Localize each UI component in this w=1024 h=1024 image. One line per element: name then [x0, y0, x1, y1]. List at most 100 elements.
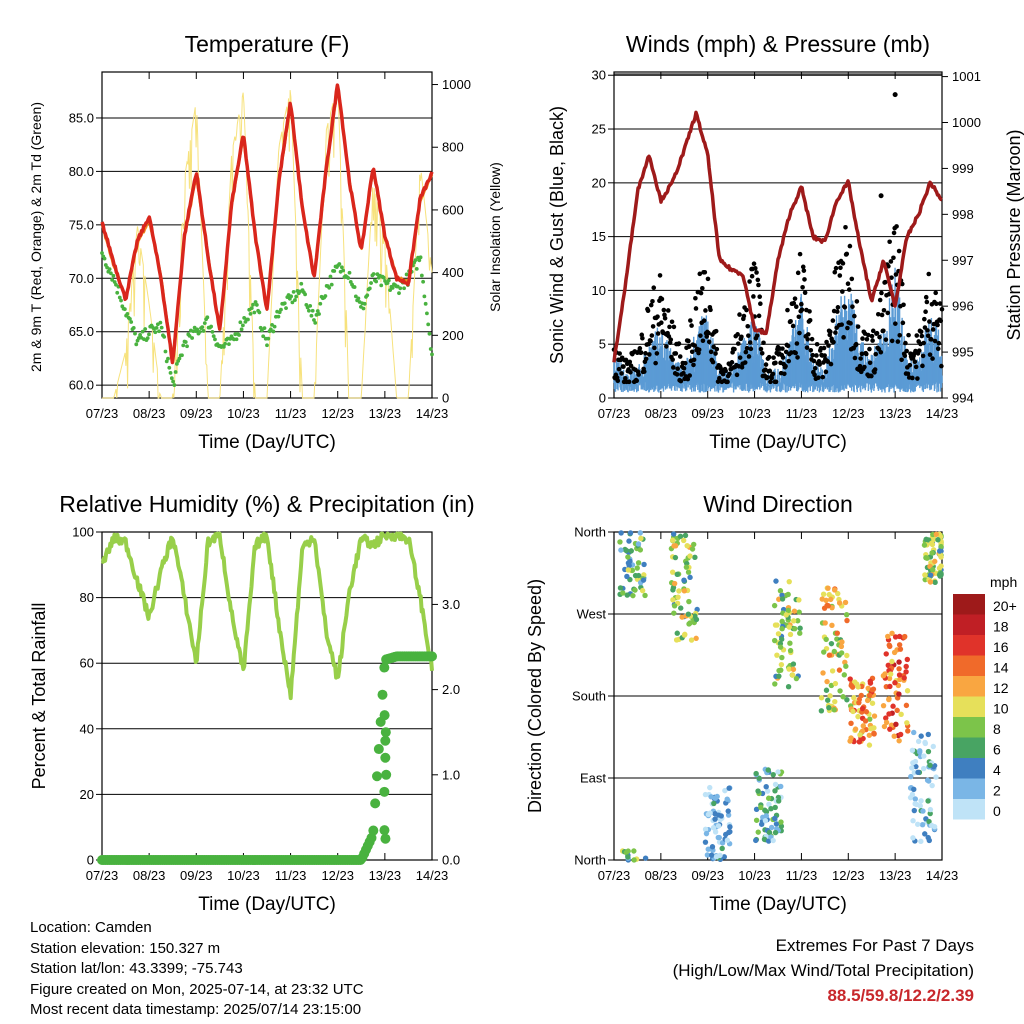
y-tick-label: South	[572, 689, 606, 704]
x-axis-label: Time (Day/UTC)	[709, 432, 847, 453]
gust-point	[923, 309, 928, 315]
x-tick-label: 07/23	[86, 868, 119, 883]
direction-point	[819, 596, 825, 602]
y-tick-label: 25	[592, 122, 606, 137]
gust-point	[838, 265, 843, 271]
direction-point	[860, 723, 866, 729]
gust-point	[746, 333, 751, 338]
gust-point	[737, 312, 742, 317]
chart-title: Wind Direction	[703, 491, 853, 517]
x-tick-label: 12/23	[321, 868, 354, 883]
gust-point	[881, 307, 887, 313]
direction-point	[634, 565, 640, 571]
gust-point	[786, 358, 792, 364]
gust-point	[931, 321, 937, 327]
direction-point	[927, 579, 934, 585]
dewpoint-point	[205, 315, 210, 320]
gust-point	[708, 349, 714, 355]
gust-point	[746, 354, 752, 359]
direction-point	[855, 684, 861, 690]
legend-label: 12	[993, 680, 1009, 696]
legend-swatch	[953, 737, 985, 758]
gust-point	[623, 375, 628, 381]
dewpoint-point	[430, 352, 434, 357]
direction-point	[625, 554, 631, 560]
dewpoint-point	[362, 301, 367, 306]
gust-point	[903, 340, 908, 346]
y-right-tick-label: 800	[442, 140, 464, 155]
dewpoint-point	[234, 337, 239, 342]
gust-point	[659, 320, 664, 326]
dewpoint-point	[294, 294, 299, 299]
direction-point	[671, 610, 677, 616]
direction-point	[927, 810, 933, 817]
gust-point	[905, 371, 911, 377]
direction-point	[929, 540, 935, 546]
gust-outlier	[878, 193, 884, 199]
dewpoint-point	[114, 282, 118, 287]
y-axis-label: Direction (Colored By Speed)	[525, 579, 545, 813]
direction-point	[828, 682, 835, 689]
gust-point	[873, 351, 879, 357]
dewpoint-point	[299, 281, 304, 286]
direction-point	[620, 590, 626, 596]
gust-point	[844, 251, 850, 257]
gust-point	[811, 358, 817, 364]
direction-point	[775, 769, 781, 775]
direction-point	[707, 784, 713, 791]
gust-point	[800, 284, 805, 290]
dewpoint-point	[129, 320, 134, 324]
direction-point	[890, 703, 896, 709]
direction-point	[918, 733, 924, 739]
dewpoint-point	[260, 328, 264, 333]
y-tick-label: 0	[599, 391, 606, 406]
x-tick-label: 14/23	[926, 406, 959, 421]
direction-point	[770, 771, 776, 778]
gust-point	[689, 323, 694, 328]
gust-point	[700, 285, 705, 291]
dewpoint-point	[414, 266, 419, 271]
direction-point	[766, 801, 772, 807]
direction-point	[790, 661, 797, 667]
direction-point	[704, 852, 711, 858]
direction-point	[909, 791, 916, 798]
direction-point	[681, 588, 688, 594]
dewpoint-point	[183, 340, 188, 344]
direction-point	[702, 826, 709, 832]
y-right-tick-label: 1001	[952, 69, 981, 84]
dewpoint-point	[213, 337, 217, 342]
direction-point	[863, 709, 870, 715]
gust-point	[852, 313, 857, 319]
weather-figure: 07/23 08/23 09/23 10/23 11/23 12/23 13/23 14/23…	[28, 31, 1024, 915]
direction-point	[880, 673, 887, 679]
direction-point	[674, 630, 680, 636]
y-right-tick-label: 999	[952, 161, 974, 176]
dewpoint-point	[227, 342, 231, 347]
gust-point	[652, 345, 657, 351]
direction-point	[869, 687, 876, 693]
dewpoint-point	[417, 258, 422, 263]
gust-point	[935, 346, 941, 352]
dewpoint-point	[157, 329, 162, 334]
direction-point	[753, 817, 760, 823]
dewpoint-point	[195, 327, 200, 332]
direction-point	[896, 659, 902, 665]
dewpoint-point	[185, 344, 189, 349]
gust-point	[888, 259, 894, 264]
direction-point	[670, 531, 677, 537]
y-tick-label: 70.0	[69, 271, 94, 286]
y-right-tick-label: 1000	[442, 77, 471, 92]
dewpoint-point	[323, 294, 328, 298]
gust-point	[889, 275, 894, 280]
gust-point	[882, 279, 888, 285]
direction-point	[909, 747, 916, 753]
direction-point	[855, 713, 861, 720]
gust-point	[703, 308, 708, 313]
gust-point	[791, 300, 797, 306]
direction-point	[904, 656, 911, 663]
direction-point	[922, 740, 929, 747]
gust-point	[795, 355, 800, 360]
gust-point	[817, 362, 822, 367]
gust-point	[793, 304, 799, 310]
gust-point	[790, 323, 796, 329]
